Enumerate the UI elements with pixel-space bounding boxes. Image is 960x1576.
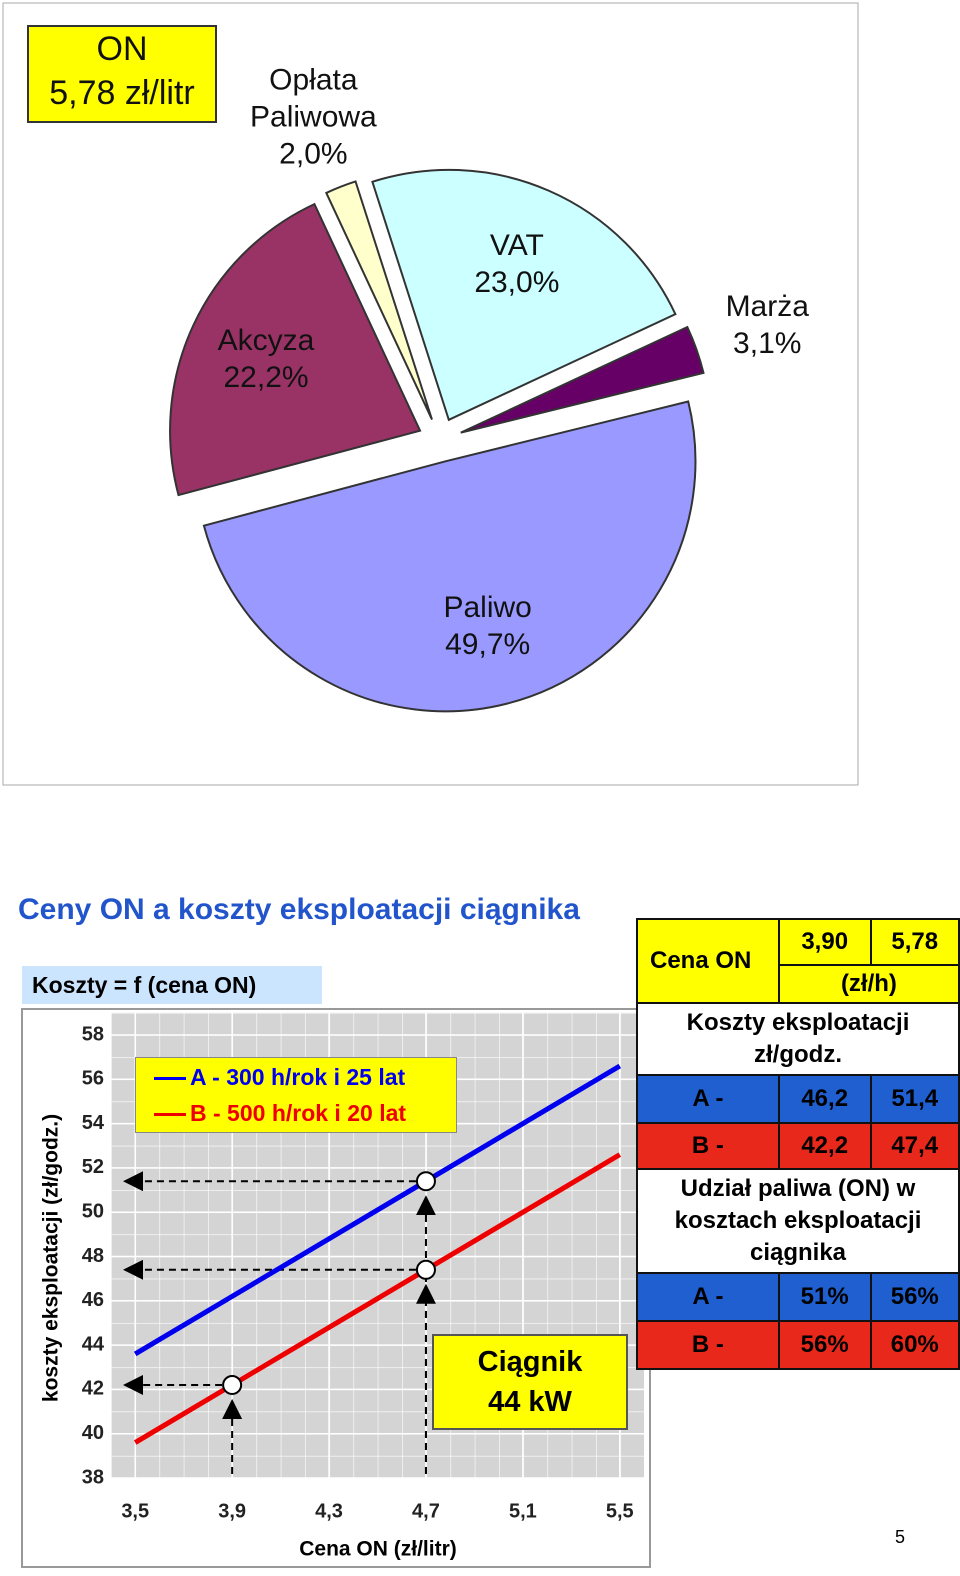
table-cell: 47,4 bbox=[869, 1122, 960, 1170]
price-value: 5,78 zł/litr bbox=[49, 74, 195, 112]
slice-label: VAT 23,0% bbox=[432, 227, 602, 301]
legend-swatch bbox=[154, 1113, 186, 1117]
slide-title: Ceny ON a koszty eksploatacji ciągnika bbox=[18, 893, 580, 926]
slice-label: Marża 3,1% bbox=[682, 288, 852, 362]
table-cell: A - bbox=[636, 1272, 780, 1322]
slice-value: 3,1% bbox=[733, 326, 802, 360]
y-tick-label: 42 bbox=[82, 1378, 104, 1400]
table-cell: Udział paliwa (ON) w kosztach eksploatac… bbox=[636, 1168, 960, 1274]
table-row: (zł/h) bbox=[637, 964, 960, 1004]
slice-name: Paliwo bbox=[443, 590, 532, 624]
table-row: B -56% 60% bbox=[636, 1320, 960, 1370]
pie-chart bbox=[169, 168, 705, 713]
table-row: Cena ON 3,90 5,78 bbox=[636, 918, 960, 1004]
slice-name: VAT bbox=[489, 229, 544, 263]
slice-name: Akcyza bbox=[217, 323, 315, 357]
y-tick-label: 40 bbox=[82, 1422, 104, 1444]
series-line bbox=[133, 1152, 622, 1445]
table-row: A -46,2 51,4 bbox=[636, 1074, 960, 1124]
y-tick-label: 48 bbox=[82, 1245, 104, 1267]
slice-value: 2,0% bbox=[279, 137, 348, 171]
slice-label: Opłata Paliwowa 2,0% bbox=[228, 61, 398, 172]
slice-value: 49,7% bbox=[445, 627, 531, 661]
y-tick-label: 50 bbox=[82, 1200, 104, 1222]
slice-value: 22,2% bbox=[223, 360, 309, 394]
table-cell: 46,2 bbox=[777, 1074, 872, 1124]
x-tick-label: 3,5 bbox=[121, 1500, 149, 1522]
highlight-point bbox=[415, 1171, 436, 1192]
table-cell: B - bbox=[636, 1320, 780, 1370]
highlight-point bbox=[222, 1374, 243, 1395]
x-tick-label: 5,5 bbox=[606, 1500, 634, 1522]
pie-slice bbox=[202, 400, 697, 713]
table-cell: 42,2 bbox=[777, 1122, 872, 1170]
table-cell: 56% bbox=[869, 1272, 960, 1322]
table-cell: 51,4 bbox=[869, 1074, 960, 1124]
table-cell: Koszty eksploatacji zł/godz. bbox=[636, 1002, 960, 1076]
legend-item: B - 500 h/rok i 20 lat bbox=[154, 1100, 406, 1127]
pie-slice bbox=[324, 180, 433, 420]
slice-name: Marża bbox=[725, 289, 809, 323]
table-cell: B - bbox=[636, 1122, 780, 1170]
table-row: A -51% 56% bbox=[636, 1272, 960, 1322]
table-cell: A - bbox=[636, 1074, 780, 1124]
slice-label: Paliwo 49,7% bbox=[403, 589, 573, 663]
y-tick-label: 56 bbox=[82, 1068, 104, 1090]
cost-table: Cena ON 3,90 5,78 (zł/h) Koszty eksploatacji… bbox=[636, 918, 960, 1370]
table-cell: 60% bbox=[869, 1320, 960, 1370]
legend: A - 300 h/rok i 25 lat B - 500 h/rok i 20… bbox=[135, 1057, 457, 1133]
pie-slice bbox=[371, 168, 677, 422]
legend-label: B - 500 h/rok i 20 lat bbox=[190, 1100, 407, 1126]
series-line bbox=[133, 1063, 622, 1357]
highlight-point bbox=[415, 1259, 436, 1280]
pie-slice bbox=[460, 325, 705, 434]
y-tick-label: 52 bbox=[82, 1156, 104, 1178]
legend-swatch bbox=[154, 1077, 186, 1081]
slice-value: 23,0% bbox=[474, 266, 560, 300]
pie-slice bbox=[169, 202, 422, 497]
table-row: B -42,2 47,4 bbox=[636, 1122, 960, 1170]
table-cell: Cena ON bbox=[636, 918, 780, 1004]
table-cell: 51% bbox=[777, 1272, 872, 1322]
y-tick-label: 46 bbox=[82, 1289, 104, 1311]
y-axis-label: koszty eksploatacji (zł/godz.) bbox=[40, 1114, 63, 1402]
x-tick-label: 3,9 bbox=[218, 1500, 246, 1522]
x-tick-label: 4,3 bbox=[315, 1500, 343, 1522]
y-tick-label: 44 bbox=[82, 1333, 105, 1355]
table-cell: 56% bbox=[777, 1320, 872, 1370]
slide-frame bbox=[2, 2, 859, 786]
table-cell: 5,78 bbox=[869, 918, 960, 966]
y-tick-label: 54 bbox=[82, 1112, 105, 1134]
price-box: ON 5,78 zł/litr bbox=[27, 25, 217, 123]
x-axis-label: Cena ON (zł/litr) bbox=[299, 1538, 457, 1561]
x-tick-label: 4,7 bbox=[412, 1500, 440, 1522]
x-tick-label: 5,1 bbox=[509, 1500, 537, 1522]
y-tick-label: 38 bbox=[82, 1466, 104, 1488]
annotation: Ciągnik 44 kW bbox=[432, 1334, 628, 1430]
table-row: Koszty eksploatacji zł/godz. bbox=[636, 1002, 960, 1076]
price-label: ON bbox=[96, 30, 148, 68]
table-row: Udział paliwa (ON) w kosztach eksploatac… bbox=[636, 1168, 960, 1274]
chart-subtitle: Koszty = f (cena ON) bbox=[22, 966, 322, 1004]
y-tick-label: 58 bbox=[82, 1023, 104, 1045]
table-cell: (zł/h) bbox=[777, 964, 960, 1004]
legend-label: A - 300 h/rok i 25 lat bbox=[190, 1064, 406, 1090]
slice-label: Akcyza 22,2% bbox=[181, 322, 351, 396]
legend-item: A - 300 h/rok i 25 lat bbox=[154, 1064, 405, 1091]
table-cell: 3,90 bbox=[777, 918, 872, 966]
slice-name: Opłata Paliwowa bbox=[250, 63, 377, 134]
page-number: 5 bbox=[895, 1527, 906, 1547]
